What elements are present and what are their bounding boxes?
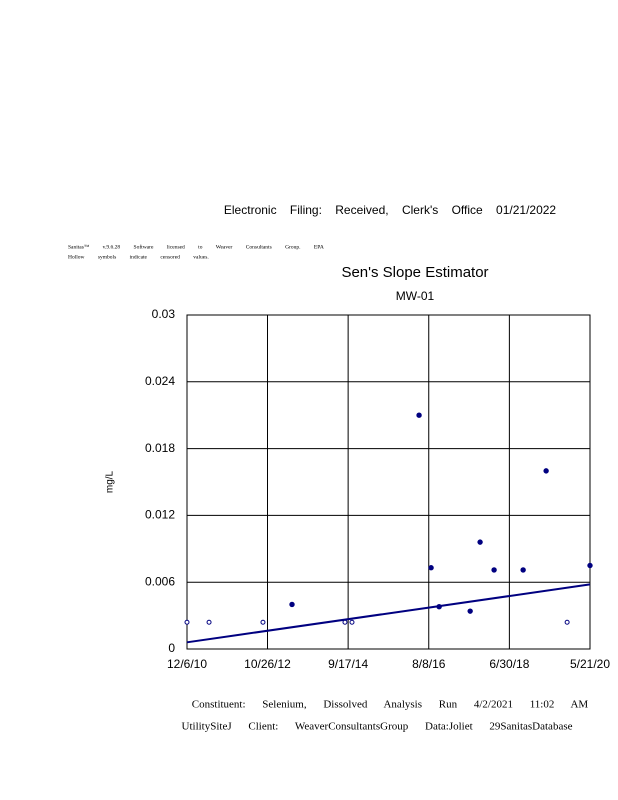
software-note: Sanitas™ v.9.6.28 Software licensed to W… xyxy=(68,243,324,250)
censored-point xyxy=(342,619,348,625)
censored-point xyxy=(260,619,266,625)
data-point xyxy=(543,468,549,474)
chart-subtitle: MW-01 xyxy=(396,289,435,303)
data-point xyxy=(587,562,593,569)
y-tick-label: 0.012 xyxy=(145,508,175,522)
chart-title: Sen's Slope Estimator xyxy=(341,264,488,281)
x-tick-label: 9/17/14 xyxy=(328,657,368,671)
censored-note: Hollow symbols indicate censored values. xyxy=(68,254,209,260)
censored-point xyxy=(184,619,190,625)
data-point xyxy=(477,539,483,545)
censored-point xyxy=(564,619,570,625)
x-tick-label: 5/21/20 xyxy=(570,657,610,671)
censored-point xyxy=(349,619,355,625)
data-point xyxy=(289,601,295,608)
x-tick-label: 8/8/16 xyxy=(412,657,446,671)
footer-line-2: UtilitySiteJ Client: WeaverConsultantsGr… xyxy=(182,721,573,733)
y-tick-label: 0.024 xyxy=(145,374,175,388)
y-tick-label: 0.006 xyxy=(145,574,175,588)
x-tick-label: 10/26/12 xyxy=(244,657,291,671)
y-tick-label: 0.018 xyxy=(145,441,175,455)
data-point xyxy=(436,603,442,610)
y-tick-label: 0 xyxy=(168,641,175,655)
y-axis-label: mg/L xyxy=(105,470,116,493)
x-tick-label: 12/6/10 xyxy=(167,657,207,671)
plot-frame xyxy=(186,314,591,650)
x-tick-label: 6/30/18 xyxy=(489,657,529,671)
footer-line-1: Constituent: Selenium, Dissolved Analysi… xyxy=(192,699,589,711)
data-point xyxy=(520,567,526,573)
y-tick-label: 0.03 xyxy=(152,307,176,321)
data-point xyxy=(428,565,434,571)
filing-stamp: Electronic Filing: Received, Clerk's Off… xyxy=(224,203,557,217)
trend-line xyxy=(186,583,591,644)
data-point xyxy=(467,608,473,614)
data-point xyxy=(416,412,422,418)
censored-point xyxy=(206,619,212,625)
data-point xyxy=(491,567,497,573)
